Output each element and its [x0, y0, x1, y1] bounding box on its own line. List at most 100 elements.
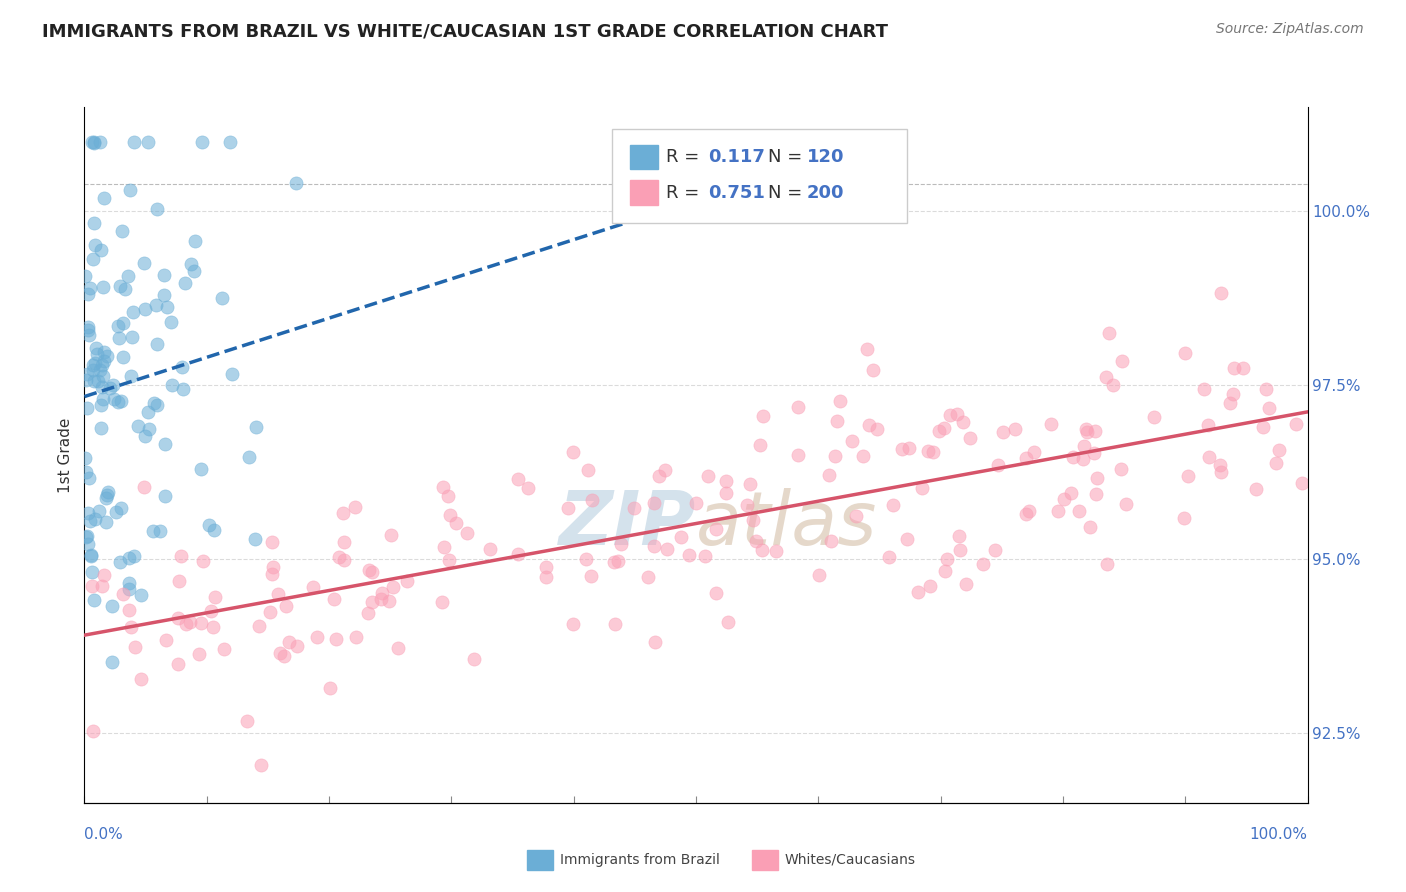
Point: [101, 655, 124, 669]
Point: [671, 530, 693, 544]
Point: [305, 630, 328, 644]
Point: [949, 543, 972, 558]
Point: [110, 501, 132, 516]
Point: [1062, 450, 1084, 464]
Point: [122, 304, 145, 318]
Point: [273, 648, 295, 663]
Point: [180, 257, 202, 271]
Point: [94, 491, 117, 505]
Point: [1264, 456, 1286, 470]
Point: [1060, 486, 1083, 500]
Point: [138, 405, 160, 419]
Point: [607, 554, 630, 568]
Point: [120, 183, 142, 197]
Point: [516, 481, 538, 495]
Point: [114, 282, 136, 296]
Point: [107, 319, 129, 334]
Point: [145, 298, 167, 312]
Point: [91, 280, 114, 294]
Point: [77, 328, 100, 343]
Text: 120: 120: [807, 148, 845, 166]
Point: [1073, 439, 1095, 453]
Point: [1053, 491, 1076, 506]
Point: [325, 632, 347, 646]
Point: [143, 396, 166, 410]
Point: [896, 533, 918, 547]
Point: [972, 558, 994, 572]
Point: [1069, 504, 1091, 518]
Point: [79, 514, 101, 528]
Point: [579, 569, 602, 583]
Point: [82, 252, 104, 266]
Point: [80, 548, 103, 562]
Point: [877, 549, 900, 564]
Point: [1291, 475, 1313, 490]
Point: [90, 398, 112, 412]
Point: [936, 551, 959, 566]
Point: [91, 380, 114, 394]
Point: [737, 499, 759, 513]
Point: [745, 533, 768, 548]
Text: ZIP: ZIP: [558, 488, 696, 561]
Point: [1198, 450, 1220, 464]
Text: Immigrants from Brazil: Immigrants from Brazil: [560, 853, 720, 867]
Point: [146, 337, 169, 351]
Point: [657, 542, 679, 557]
Point: [111, 224, 134, 238]
Point: [852, 449, 875, 463]
Point: [77, 537, 100, 551]
Point: [249, 758, 271, 772]
Point: [79, 471, 101, 485]
Point: [142, 524, 165, 539]
Point: [80, 135, 103, 149]
Point: [202, 523, 225, 537]
Point: [104, 505, 127, 519]
Point: [108, 279, 131, 293]
Point: [122, 135, 145, 149]
Point: [86, 346, 108, 360]
Point: [1174, 346, 1197, 360]
Point: [945, 407, 967, 421]
Point: [174, 617, 197, 632]
Point: [118, 603, 141, 617]
Point: [866, 422, 889, 436]
Point: [260, 567, 283, 582]
Point: [96, 349, 118, 363]
Point: [1015, 450, 1038, 465]
Point: [91, 392, 114, 406]
Point: [90, 244, 112, 258]
Point: [259, 605, 281, 619]
Point: [1232, 361, 1254, 376]
Point: [91, 358, 114, 372]
Point: [83, 216, 105, 230]
Point: [96, 488, 118, 502]
Point: [825, 413, 848, 427]
Point: [328, 549, 350, 564]
Point: [155, 632, 177, 647]
Point: [134, 302, 156, 317]
Point: [84, 238, 107, 252]
Point: [508, 472, 530, 486]
Point: [134, 480, 156, 494]
Point: [83, 135, 105, 149]
Point: [179, 615, 201, 629]
Point: [1102, 378, 1125, 392]
Point: [84, 356, 107, 370]
Point: [562, 617, 585, 632]
Point: [643, 496, 665, 510]
Point: [890, 442, 912, 456]
Point: [75, 450, 97, 465]
Point: [1076, 422, 1098, 436]
Point: [907, 585, 929, 599]
Text: atlas: atlas: [696, 489, 877, 560]
Point: [190, 462, 212, 476]
Point: [124, 640, 146, 655]
Point: [134, 428, 156, 442]
Point: [187, 647, 209, 661]
Point: [122, 549, 145, 564]
Point: [808, 567, 831, 582]
Point: [120, 369, 142, 384]
Y-axis label: 1st Grade: 1st Grade: [58, 417, 73, 492]
Point: [396, 574, 419, 588]
Point: [94, 515, 117, 529]
